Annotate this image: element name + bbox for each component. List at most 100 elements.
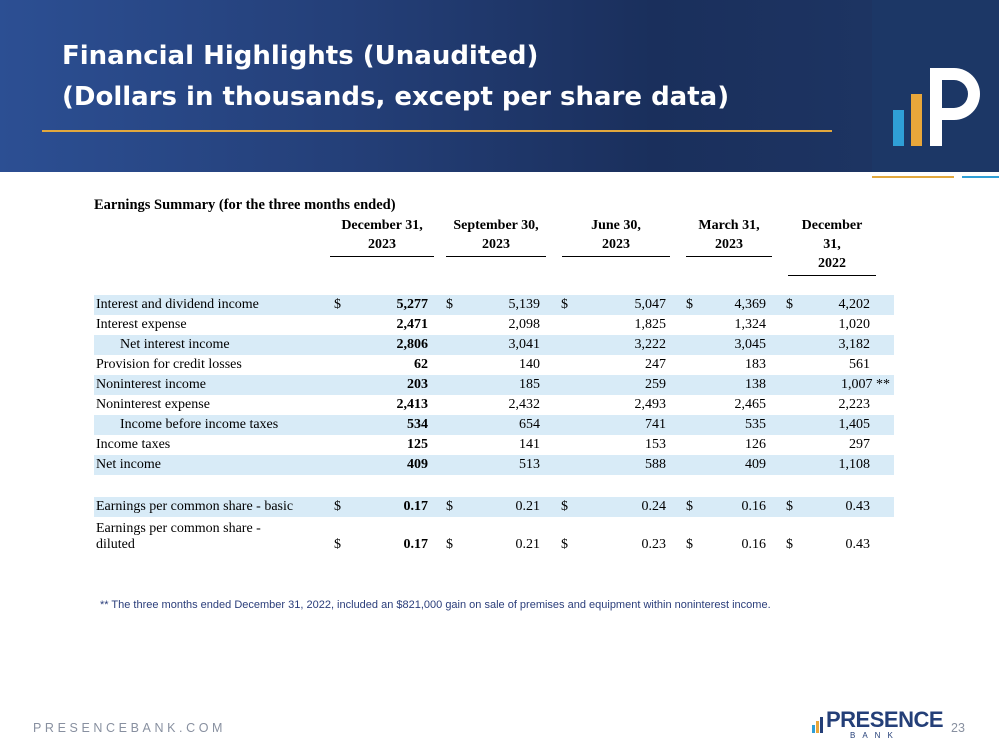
value-cell: 125: [407, 437, 428, 452]
value-cell: 1,825: [634, 317, 667, 332]
value-cell: 2,493: [634, 397, 667, 412]
footnote: ** The three months ended December 31, 2…: [100, 599, 771, 611]
value-cell: 0.16: [741, 537, 767, 552]
table-row: Noninterest income 203 185 259 138 1,007…: [94, 375, 894, 395]
value-cell: 62: [414, 357, 428, 372]
value-cell: 409: [407, 457, 428, 472]
brand-subtitle: BANK: [850, 731, 900, 740]
column-header: September 30, 2023: [446, 216, 546, 257]
value-cell: 2,806: [396, 337, 429, 352]
table-row: Net income 409 513 588 409 1,108: [94, 455, 894, 475]
table-row: Income taxes 125 141 153 126 297: [94, 435, 894, 455]
table-row: Interest expense 2,471 2,098 1,825 1,324…: [94, 315, 894, 335]
value-cell: 1,324: [734, 317, 767, 332]
value-cell: 138: [745, 377, 766, 392]
value-cell: 141: [519, 437, 540, 452]
currency-symbol: $: [686, 297, 693, 312]
logo-bar-blue: [893, 110, 904, 146]
value-cell: 2,223: [838, 397, 871, 412]
value-cell: 4,369: [734, 297, 767, 312]
currency-symbol: $: [686, 537, 693, 552]
value-cell: 247: [645, 357, 666, 372]
row-label: Noninterest income: [96, 377, 207, 392]
value-cell: 3,045: [734, 337, 767, 352]
table-row: Noninterest expense 2,413 2,432 2,493 2,…: [94, 395, 894, 415]
currency-symbol: $: [786, 297, 793, 312]
row-label: Net income: [96, 457, 161, 472]
value-cell: 0.17: [403, 499, 429, 514]
accent-line-blue: [962, 176, 999, 178]
column-header-line2: June 30,: [591, 218, 641, 233]
table-title: Earnings Summary (for the three months e…: [94, 197, 396, 213]
value-cell: 534: [407, 417, 428, 432]
value-cell: 153: [645, 437, 666, 452]
value-cell: 2,471: [396, 317, 429, 332]
row-label-line2: diluted: [96, 537, 135, 552]
currency-symbol: $: [561, 499, 568, 514]
currency-symbol: $: [334, 537, 341, 552]
accent-line-gold: [872, 176, 954, 178]
value-cell: 203: [407, 377, 428, 392]
column-header-line3: 2023: [715, 237, 743, 252]
column-header-rule: [330, 256, 434, 257]
value-cell: 5,139: [508, 297, 541, 312]
column-header-line3: 2023: [368, 237, 396, 252]
value-cell: 4,202: [838, 297, 871, 312]
website-text: PRESENCEBANK.COM: [33, 721, 227, 735]
row-label: Income taxes: [96, 437, 171, 452]
header-banner: Financial Highlights (Unaudited) (Dollar…: [0, 0, 872, 172]
column-header: March 31, 2023: [686, 216, 772, 257]
value-cell: 1,020: [838, 317, 871, 332]
value-cell: 409: [745, 457, 766, 472]
value-cell: 1,405: [838, 417, 871, 432]
value-cell: 1,007 **: [841, 377, 890, 392]
column-header-line3: 2023: [482, 237, 510, 252]
value-cell: 561: [849, 357, 870, 372]
value-cell: 5,047: [634, 297, 667, 312]
currency-symbol: $: [561, 537, 568, 552]
value-cell: 2,465: [734, 397, 767, 412]
row-label: Interest expense: [96, 317, 187, 332]
page-title-line2: (Dollars in thousands, except per share …: [62, 82, 730, 112]
logo-bar-gold: [911, 94, 922, 146]
value-cell: 0.21: [515, 499, 541, 514]
value-cell: 0.21: [515, 537, 541, 552]
value-cell: 185: [519, 377, 540, 392]
column-header-rule: [562, 256, 670, 257]
page-title: Financial Highlights (Unaudited) (Dollar…: [62, 36, 729, 118]
value-cell: 3,222: [634, 337, 667, 352]
row-label: Earnings per common share - basic: [96, 499, 294, 514]
logo-p-stem: [930, 68, 942, 146]
row-label: Interest and dividend income: [96, 297, 259, 312]
row-label: Income before income taxes: [120, 417, 279, 432]
value-cell: 535: [745, 417, 766, 432]
value-cell: 2,098: [508, 317, 541, 332]
value-cell: 1,108: [838, 457, 871, 472]
brand-name: PRESENCE: [826, 707, 944, 732]
value-cell: 741: [645, 417, 666, 432]
column-header-line2: 31,: [823, 237, 841, 252]
value-cell: 654: [519, 417, 540, 432]
value-cell: 2,432: [508, 397, 541, 412]
table-row: Provision for credit losses 62 140 247 1…: [94, 355, 894, 375]
column-header-rule: [446, 256, 546, 257]
value-cell: 297: [849, 437, 870, 452]
column-header-line3: 2023: [602, 237, 630, 252]
currency-symbol: $: [334, 499, 341, 514]
value-cell: 513: [519, 457, 540, 472]
value-cell: 0.23: [641, 537, 667, 552]
table-row-eps-basic: Earnings per common share - basic $ 0.17…: [94, 497, 894, 517]
column-header: December 31, 2023: [330, 216, 434, 257]
currency-symbol: $: [446, 297, 453, 312]
currency-symbol: $: [786, 499, 793, 514]
row-label: Provision for credit losses: [96, 357, 242, 372]
value-cell: 0.24: [641, 499, 667, 514]
row-label-line1: Earnings per common share -: [96, 521, 261, 536]
value-cell: 0.16: [741, 499, 767, 514]
value-cell: 126: [745, 437, 766, 452]
currency-symbol: $: [446, 537, 453, 552]
page-number: 23: [951, 721, 965, 735]
value-cell: 3,182: [838, 337, 871, 352]
value-cell: 5,277: [396, 297, 429, 312]
table-row: Interest and dividend income $ 5,277 $ 5…: [94, 295, 894, 315]
